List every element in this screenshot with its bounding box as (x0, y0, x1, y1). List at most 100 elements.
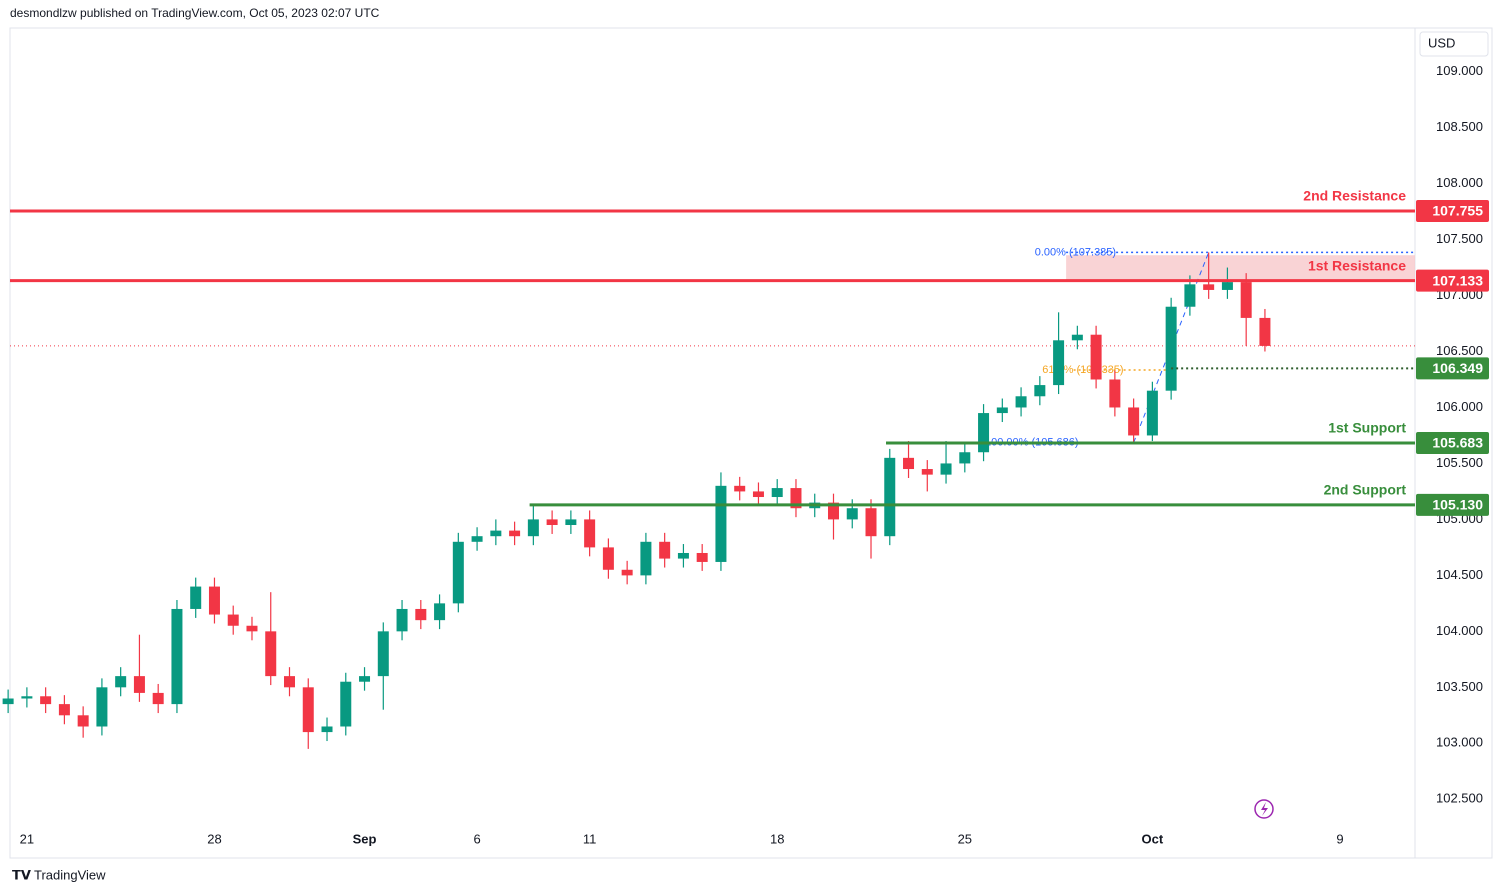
event-icon[interactable] (1254, 799, 1274, 819)
y-tick-label: 109.000 (1436, 63, 1483, 78)
candle-body (1240, 282, 1252, 318)
candle-body (846, 508, 858, 520)
candle-body (115, 676, 127, 688)
candle-body (659, 541, 671, 559)
candle-body (321, 726, 333, 733)
candle-body (302, 687, 314, 733)
level-name: 1st Support (1328, 420, 1406, 436)
candle-body (58, 704, 70, 716)
candle-body (715, 485, 727, 562)
candle-body (527, 519, 539, 537)
candle-body (996, 407, 1008, 414)
candle-body (1015, 396, 1027, 408)
y-tick-label: 106.000 (1436, 399, 1483, 414)
candle-body (1146, 390, 1158, 436)
candle-body (246, 625, 258, 632)
candle-body (283, 676, 295, 688)
candle-body (677, 552, 689, 559)
level-name: 2nd Support (1324, 482, 1407, 498)
level-tag (1416, 431, 1489, 454)
candle-body (565, 519, 577, 526)
level-tag-label: 106.349 (1432, 360, 1483, 376)
candle-body (771, 488, 783, 498)
candle-body (171, 608, 183, 705)
candle-body (21, 696, 33, 699)
candle-body (377, 631, 389, 677)
candle-body (884, 457, 896, 537)
chart-frame (9, 27, 1493, 859)
candle-body (208, 586, 220, 615)
event-icon-bolt (1261, 802, 1268, 816)
candle-body (903, 457, 915, 470)
candle-body (621, 569, 633, 576)
x-tick-label: 25 (958, 831, 972, 846)
candle-body (509, 530, 521, 537)
candle-body (490, 530, 502, 537)
candle-body (752, 491, 764, 498)
candle-body (696, 552, 708, 562)
resistance-zone (1066, 255, 1415, 281)
candle-body (396, 608, 408, 632)
candle-body (1165, 306, 1177, 391)
candle-body (602, 547, 614, 570)
candle-body (190, 586, 202, 609)
candle-body (1109, 379, 1121, 408)
candle-body (1221, 282, 1233, 290)
x-tick-label: 28 (207, 831, 221, 846)
level-tag (1416, 493, 1489, 516)
candle-body (1203, 284, 1215, 290)
candle-body (1259, 317, 1271, 346)
y-tick-label: 108.500 (1436, 119, 1483, 134)
candle-body (434, 603, 446, 621)
y-tick-label: 103.000 (1436, 735, 1483, 750)
level-name: 1st Resistance (1308, 257, 1406, 273)
y-tick-label: 104.000 (1436, 623, 1483, 638)
candle-body (1071, 334, 1083, 341)
candle-body (133, 676, 145, 693)
level-tag (1416, 357, 1489, 380)
candle-body (1090, 334, 1102, 380)
candle-body (415, 608, 427, 621)
candle-body (152, 692, 164, 705)
candle-body (40, 696, 52, 705)
currency-box (1419, 31, 1489, 57)
footer: TradingView (34, 867, 106, 882)
header: desmondlzw published on TradingView.com,… (10, 6, 380, 20)
x-tick-label: 11 (583, 831, 597, 846)
candle-body (584, 519, 596, 548)
level-tag-label: 107.755 (1432, 203, 1483, 219)
candle-body (2, 698, 14, 705)
level-tag-label: 105.130 (1432, 497, 1483, 513)
level-tag-label: 107.133 (1432, 272, 1483, 288)
y-tick-label: 105.500 (1436, 455, 1483, 470)
x-tick-label: 21 (20, 831, 34, 846)
y-tick-label: 103.500 (1436, 679, 1483, 694)
level-tag (1416, 200, 1489, 223)
fib-label: 0.00% (107.385) (1035, 246, 1116, 258)
candle-body (959, 452, 971, 464)
candle-body (359, 676, 371, 682)
candle-body (921, 469, 933, 475)
y-tick-label: 107.500 (1436, 231, 1483, 246)
candle-body (1128, 407, 1140, 436)
x-tick-label: Oct (1142, 831, 1164, 846)
candle-body (640, 541, 652, 576)
candle-body (978, 413, 990, 453)
y-tick-label: 108.000 (1436, 175, 1483, 190)
candle-body (265, 631, 277, 677)
candle-body (227, 614, 239, 626)
candle-body (865, 508, 877, 537)
candle-body (471, 536, 483, 542)
candle-body (1053, 340, 1065, 386)
x-tick-label: 9 (1336, 831, 1343, 846)
x-tick-label: 6 (473, 831, 480, 846)
candle-body (546, 519, 558, 526)
candle-body (452, 541, 464, 604)
candle-body (790, 488, 802, 509)
candle-body (734, 485, 746, 492)
candle-body (1034, 385, 1046, 397)
level-tag (1416, 269, 1489, 292)
level-name: 2nd Resistance (1303, 188, 1406, 204)
x-tick-label: 18 (770, 831, 784, 846)
candle-body (340, 681, 352, 727)
